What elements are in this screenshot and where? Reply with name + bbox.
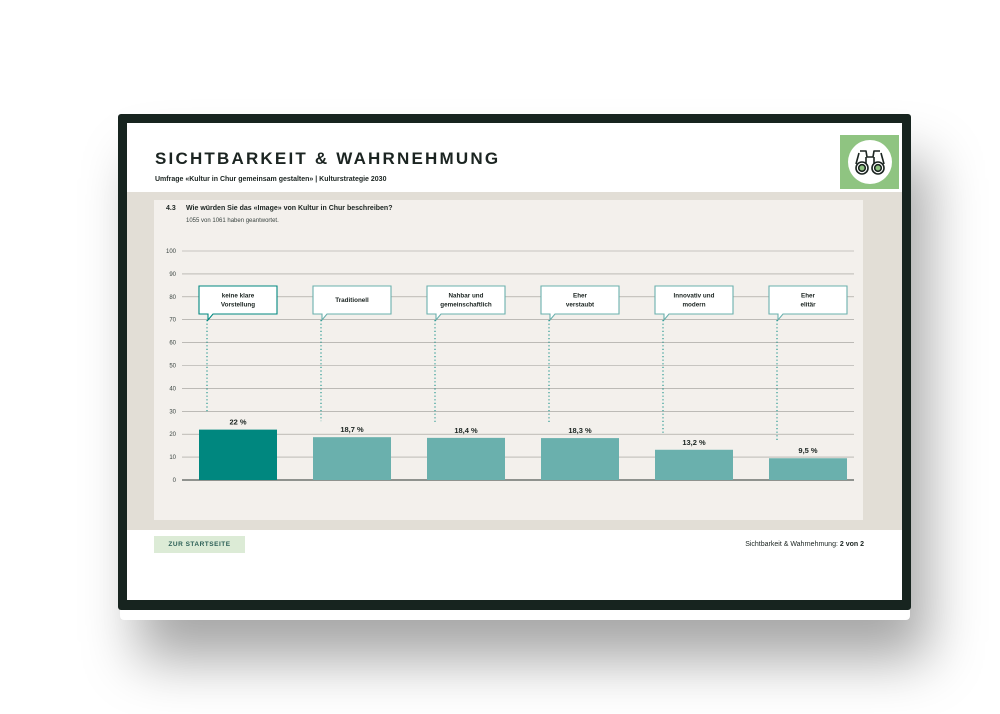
response-note: 1055 von 1061 haben geantwortet. (186, 218, 279, 224)
home-button[interactable]: ZUR STARTSEITE (154, 536, 245, 553)
category-label: modern (682, 302, 705, 309)
data-label: 9,5 % (798, 446, 818, 455)
binoculars-icon (847, 140, 892, 184)
y-tick-label: 70 (169, 318, 176, 324)
logo-badge (840, 135, 899, 189)
y-tick-label: 20 (169, 432, 176, 438)
bar (769, 458, 847, 480)
category-label: Traditionell (335, 297, 369, 304)
question-text: Wie würden Sie das «Image» von Kultur in… (186, 205, 393, 212)
question-number: 4.3 (166, 205, 176, 212)
section-label: Sichtbarkeit & Wahrnehmung: (745, 541, 838, 548)
category-bubble (768, 285, 848, 322)
y-tick-label: 50 (169, 364, 176, 370)
category-bubble (654, 285, 734, 322)
y-tick-label: 90 (169, 272, 176, 278)
data-label: 13,2 % (682, 438, 706, 447)
category-bubble (198, 285, 278, 322)
category-label: Eher (573, 293, 588, 300)
data-label: 18,7 % (340, 425, 364, 434)
screen: SICHTBARKEIT & WAHRNEHMUNG Umfrage «Kult… (127, 123, 902, 600)
category-bubble (312, 285, 392, 322)
category-bubble (426, 285, 506, 322)
y-tick-label: 100 (166, 249, 177, 255)
data-label: 18,3 % (568, 426, 592, 435)
data-label: 18,4 % (454, 426, 478, 435)
category-label: Vorstellung (221, 302, 255, 309)
category-label: Innovativ und (674, 293, 715, 300)
bar (655, 449, 733, 480)
category-label: elitär (800, 302, 816, 309)
bar (199, 429, 277, 480)
bar (313, 437, 391, 480)
y-tick-label: 10 (169, 455, 176, 461)
page-subtitle: Umfrage «Kultur in Chur gemeinsam gestal… (155, 176, 387, 183)
category-label: gemeinschaftlich (440, 302, 492, 309)
data-label: 22 % (229, 418, 246, 427)
category-label: keine klare (222, 293, 255, 300)
bar-chart: 0 10 20 30 40 50 60 70 80 90 100 22 % keine klare Vor… (166, 249, 854, 484)
page-title: SICHTBARKEIT & WAHRNEHMUNG (155, 149, 501, 168)
y-tick-label: 0 (173, 478, 177, 484)
bar (541, 438, 619, 480)
category-label: Eher (801, 293, 816, 300)
page-indicator: Sichtbarkeit & Wahrnehmung: 2 von 2 (745, 541, 864, 548)
y-tick-label: 60 (169, 341, 176, 347)
category-label: Nahbar und (449, 293, 484, 300)
chart-card: 4.3 Wie würden Sie das «Image» von Kultu… (154, 200, 863, 520)
page-counter: 2 von 2 (839, 541, 864, 548)
y-tick-label: 80 (169, 295, 176, 301)
y-tick-label: 30 (169, 409, 176, 415)
bar (427, 437, 505, 480)
category-bubble (540, 285, 620, 322)
category-label: verstaubt (566, 302, 595, 309)
y-tick-label: 40 (169, 386, 176, 392)
